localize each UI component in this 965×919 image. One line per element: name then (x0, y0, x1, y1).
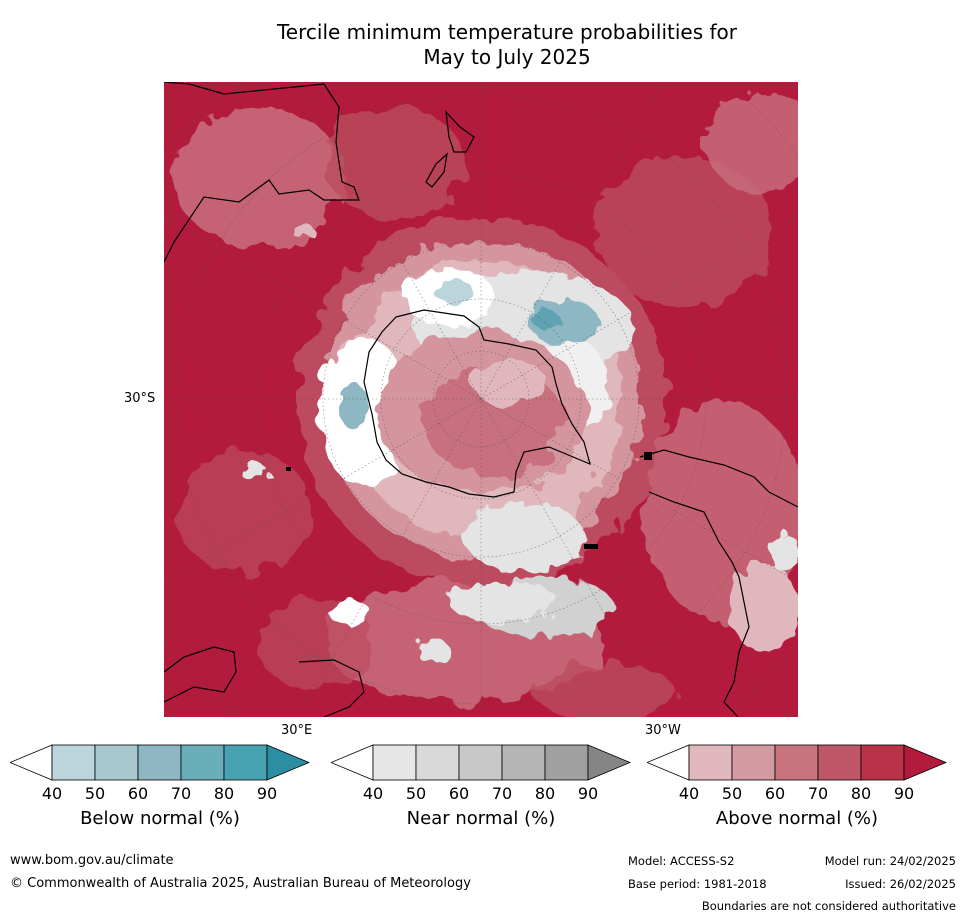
colorbar-segment (544, 744, 589, 781)
colorbar-under-triangle (10, 744, 53, 781)
colorbar-over-triangle (903, 744, 947, 781)
colorbar-tick-label: 70 (170, 784, 192, 803)
mid-lat-blobs (240, 226, 798, 662)
legend-caption-near-normal: Near normal (%) (406, 808, 556, 829)
colorbar-tick-label: 60 (448, 784, 470, 803)
colorbar-tick-label: 70 (807, 784, 829, 803)
colorbar-tick-label: 40 (362, 784, 384, 803)
probability-map[interactable] (164, 82, 798, 717)
colorbar-segment (688, 744, 733, 781)
colorbar-below-normal (10, 744, 310, 781)
colorbar-tick-label: 70 (491, 784, 513, 803)
australia-coast (164, 82, 360, 263)
chart-title: Tercile minimum temperature probabilitie… (0, 20, 965, 70)
colorbar-under-triangle (331, 744, 374, 781)
colorbar-tick-label: 60 (764, 784, 786, 803)
colorbar-segment (94, 744, 139, 781)
small-islands (286, 452, 652, 549)
title-line-1: Tercile minimum temperature probabilitie… (276, 20, 738, 44)
colorbar-tick-label: 90 (893, 784, 915, 803)
colorbar-tick-label: 80 (213, 784, 235, 803)
legend-above-normal: 40 50 60 70 80 90 Above normal (%) (647, 744, 947, 829)
africa-coast (164, 646, 237, 703)
colorbar-segment (774, 744, 819, 781)
colorbar-tick-label: 60 (127, 784, 149, 803)
lat-label-30s: 30°S (124, 391, 156, 406)
colorbar-tick-label: 90 (256, 784, 278, 803)
graticule (164, 82, 798, 717)
footer-model: Model: ACCESS-S2 (628, 854, 735, 868)
south-america-coast-2 (648, 491, 750, 717)
footer-base-period: Base period: 1981-2018 (628, 877, 767, 891)
colorbar-segment (137, 744, 182, 781)
colorbar-segment (731, 744, 776, 781)
legend-caption-above-normal: Above normal (%) (715, 808, 879, 829)
madagascar-coast (298, 659, 365, 717)
colorbar-tick-label: 50 (721, 784, 743, 803)
colorbar-segment (372, 744, 417, 781)
colorbar-tick-label: 50 (84, 784, 106, 803)
legend-near-normal: 40 50 60 70 80 90 Near normal (%) (331, 744, 631, 829)
colorbar-segment (458, 744, 503, 781)
footer-disclaimer: Boundaries are not considered authoritat… (701, 899, 956, 913)
new-zealand-coast (445, 110, 475, 153)
colorbar-tick-label: 90 (577, 784, 599, 803)
colorbar-tick-label: 80 (534, 784, 556, 803)
colorbar-segment (860, 744, 905, 781)
colorbar-above-normal (647, 744, 947, 781)
colorbar-segment (51, 744, 96, 781)
coastlines (164, 82, 798, 717)
footer-issued: Issued: 26/02/2025 (845, 877, 956, 891)
colorbar-tick-label: 40 (41, 784, 63, 803)
colorbar-segment (180, 744, 225, 781)
footer-copyright: © Commonwealth of Australia 2025, Austra… (10, 876, 471, 891)
antarctica-coast (363, 309, 591, 498)
below-normal-patches (338, 280, 599, 429)
colorbar-segment (223, 744, 268, 781)
legend-caption-below-normal: Below normal (%) (80, 808, 240, 829)
colorbar-segment (817, 744, 862, 781)
warm-patches (174, 92, 798, 717)
new-zealand-south-coast (425, 152, 448, 188)
colorbar-over-triangle (587, 744, 631, 781)
colorbar-tick-label: 50 (405, 784, 427, 803)
footer-url[interactable]: www.bom.gov.au/climate (10, 853, 174, 868)
colorbar-tick-label: 40 (678, 784, 700, 803)
colorbar-tick-label: 80 (850, 784, 872, 803)
map-canvas (164, 82, 798, 717)
colorbar-segment (501, 744, 546, 781)
legend-below-normal: 40 50 60 70 80 90 Below normal (%) (10, 744, 310, 829)
south-america-coast (639, 449, 798, 508)
colorbar-near-normal (331, 744, 631, 781)
colorbar-over-triangle (266, 744, 310, 781)
footer-model-run: Model run: 24/02/2025 (824, 854, 956, 868)
lon-label-30e: 30°E (281, 723, 313, 738)
colorbar-segment (415, 744, 460, 781)
lon-label-30w: 30°W (645, 723, 681, 738)
colorbar-under-triangle (647, 744, 690, 781)
title-line-2: May to July 2025 (423, 45, 591, 69)
